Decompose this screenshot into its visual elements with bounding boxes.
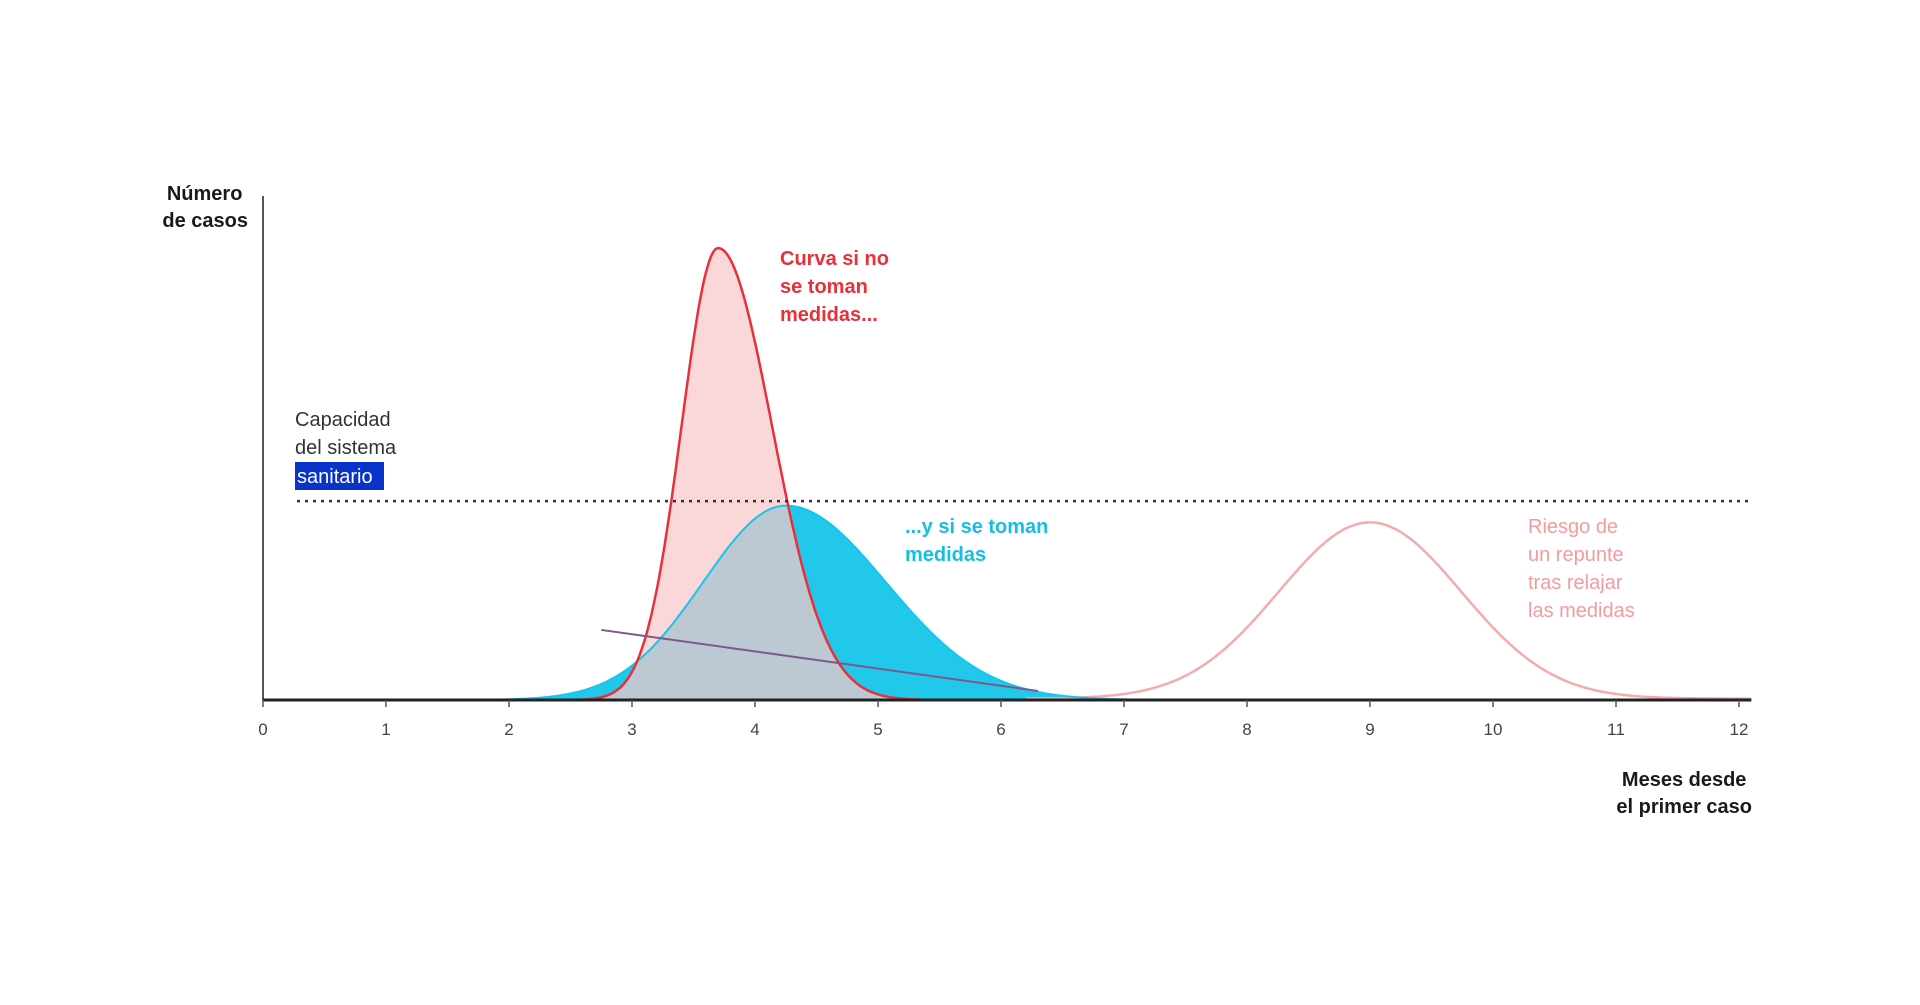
series-label-rebound: Riesgo de un repunte tras relajar las me… <box>1528 516 1635 622</box>
series-label-rebound-line-1: Riesgo de <box>1528 516 1618 538</box>
series-label-no-measures-line-1: Curva si no <box>780 248 889 270</box>
x-tick-label: 10 <box>1484 720 1503 739</box>
x-tick-label: 12 <box>1730 720 1749 739</box>
x-tick-label: 9 <box>1365 720 1374 739</box>
series-label-no-measures-line-3: medidas... <box>780 304 878 326</box>
x-tick-label: 3 <box>627 720 636 739</box>
series-label-rebound-line-2: un repunte <box>1528 544 1624 566</box>
x-tick-label: 5 <box>873 720 882 739</box>
x-axis-title: Meses desde el primer caso <box>1616 769 1752 818</box>
x-tick-label: 4 <box>750 720 759 739</box>
series-label-measures-line-1: ...y si se toman <box>905 516 1048 538</box>
x-axis-title-line-2: el primer caso <box>1616 796 1752 818</box>
series-line-no-measures <box>263 248 1751 700</box>
x-tick-label: 0 <box>258 720 267 739</box>
series-label-no-measures-line-2: se toman <box>780 276 868 298</box>
y-axis-title-line-1: Número <box>167 183 243 205</box>
x-ticks: 0 1 2 3 4 5 6 7 8 9 10 11 12 <box>258 700 1748 739</box>
series-label-rebound-line-3: tras relajar <box>1528 572 1623 594</box>
x-tick-label: 11 <box>1607 720 1625 739</box>
series-label-measures-line-2: medidas <box>905 544 986 566</box>
x-tick-label: 6 <box>996 720 1005 739</box>
series-line-rebound <box>1026 522 1752 698</box>
series-label-rebound-line-4: las medidas <box>1528 600 1635 622</box>
x-axis-title-line-1: Meses desde <box>1622 769 1747 791</box>
x-tick-label: 1 <box>381 720 390 739</box>
y-axis-title-line-2: de casos <box>162 210 248 232</box>
series-label-no-measures: Curva si no se toman medidas... <box>780 248 894 326</box>
series-label-measures: ...y si se toman medidas <box>905 516 1054 566</box>
capacity-label-line-2: del sistema <box>295 437 397 459</box>
capacity-label-line-3: sanitario <box>297 466 373 488</box>
y-axis-title: Número de casos <box>162 183 248 232</box>
series-area-no-measures <box>263 248 1751 700</box>
capacity-label-line-1: Capacidad <box>295 409 391 431</box>
x-tick-label: 2 <box>504 720 513 739</box>
x-tick-label: 8 <box>1242 720 1251 739</box>
capacity-label: Capacidad del sistema <box>295 409 397 459</box>
x-tick-label: 7 <box>1119 720 1128 739</box>
